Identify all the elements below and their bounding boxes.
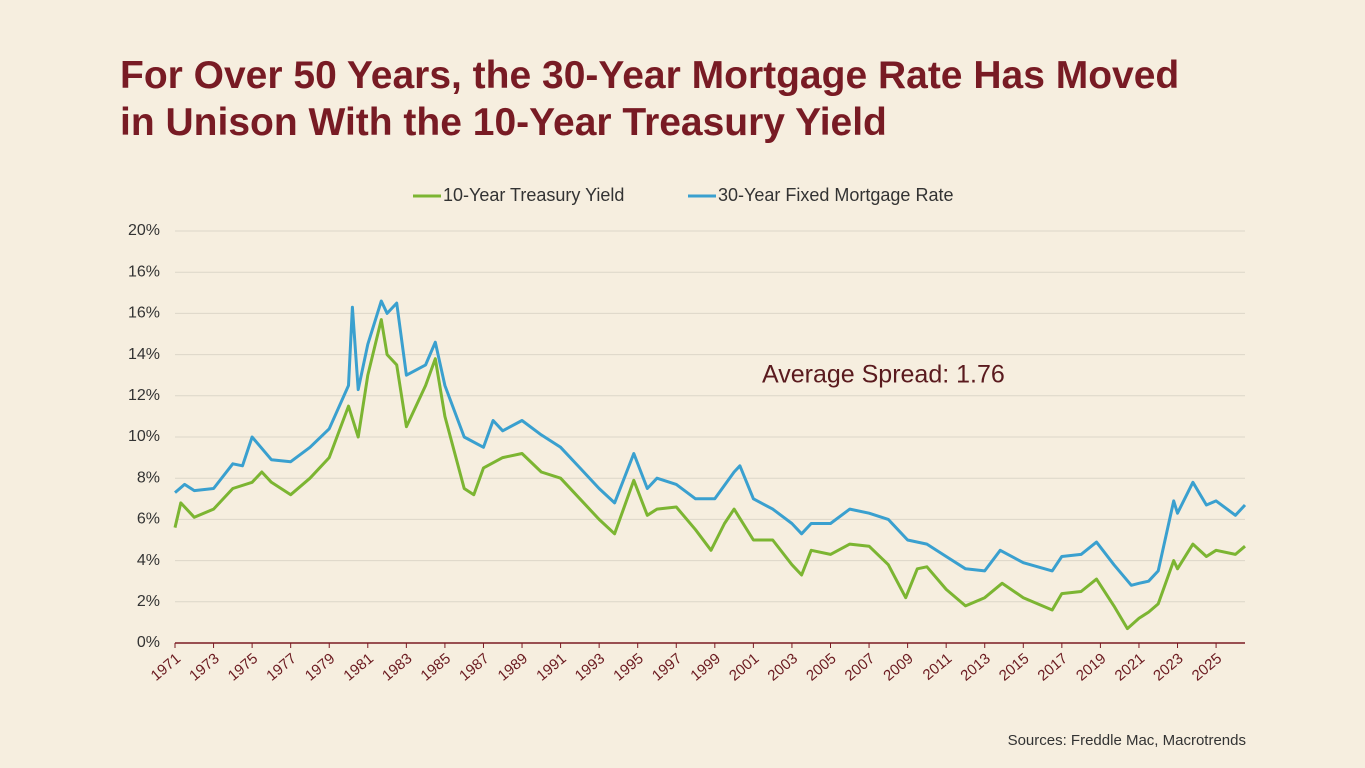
annotation: Average Spread: 1.76 <box>762 361 1005 389</box>
x-tick-label: 1983 <box>379 650 415 684</box>
series-line <box>174 299 1247 587</box>
x-tick-label: 1975 <box>225 650 261 684</box>
x-tick-label: 1989 <box>495 650 531 684</box>
x-tick-label: 2005 <box>803 650 839 684</box>
x-tick-label: 1973 <box>186 650 222 684</box>
x-tick-label: 2019 <box>1073 650 1109 684</box>
source: Sources: Freddle Mac, Macrotrends <box>1008 732 1246 749</box>
x-tick-label: 2009 <box>880 650 916 684</box>
x-tick-label: 1981 <box>340 650 376 684</box>
x-tick-label: 2021 <box>1112 650 1148 684</box>
y-tick-label: 16% <box>128 305 160 322</box>
x-tick-label: 1985 <box>418 650 454 684</box>
x-tick-label: 1999 <box>687 650 723 684</box>
chart-title: For Over 50 Years, the 30-Year Mortgage … <box>120 54 1180 144</box>
x-tick-label: 1987 <box>456 650 492 684</box>
x-tick-label: 2015 <box>996 650 1032 684</box>
x-tick-label: 1979 <box>302 650 338 684</box>
y-tick-label: 6% <box>137 511 160 528</box>
x-tick-label: 1991 <box>533 650 569 684</box>
x-tick-label: 2007 <box>842 650 878 684</box>
y-tick-label: 4% <box>137 552 160 569</box>
x-tick-label: 2025 <box>1189 650 1225 684</box>
legend-label: 30-Year Fixed Mortgage Rate <box>718 185 953 205</box>
x-tick-label: 1997 <box>649 650 685 684</box>
x-tick-label: 1993 <box>572 650 608 684</box>
x-tick-label: 1995 <box>610 650 646 684</box>
x-tick-label: 2017 <box>1034 650 1070 684</box>
series-line <box>173 318 1246 631</box>
y-tick-label: 0% <box>137 634 160 651</box>
x-tick-label: 2003 <box>765 650 801 684</box>
legend-label: 10-Year Treasury Yield <box>443 185 624 205</box>
y-tick-label: 16% <box>128 263 160 280</box>
y-tick-label: 14% <box>128 346 160 363</box>
x-tick-label: 2023 <box>1150 650 1186 684</box>
x-tick-label: 2001 <box>726 650 762 684</box>
y-tick-label: 2% <box>137 593 160 610</box>
x-tick-label: 2013 <box>957 650 993 684</box>
x-tick-label: 2011 <box>920 650 956 684</box>
x-tick-label: 1971 <box>148 650 184 684</box>
y-tick-label: 12% <box>128 387 160 404</box>
y-tick-label: 8% <box>137 469 160 486</box>
y-tick-label: 20% <box>128 222 160 239</box>
x-tick-label: 1977 <box>263 650 299 684</box>
y-tick-label: 10% <box>128 428 160 445</box>
